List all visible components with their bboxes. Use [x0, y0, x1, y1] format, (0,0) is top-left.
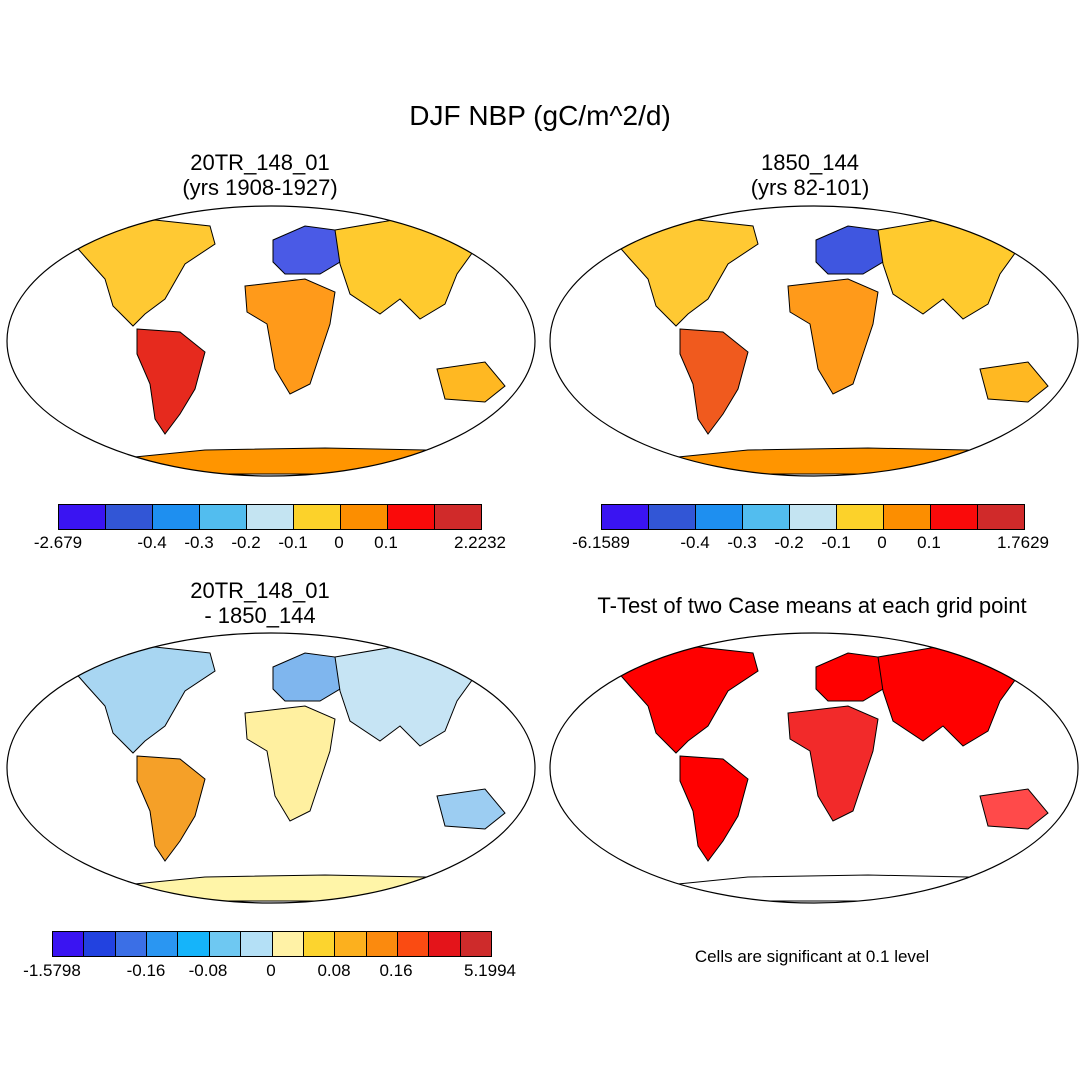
panel-2-title: 1850_144 (yrs 82-101): [660, 150, 960, 200]
colorbar-swatch: [294, 505, 341, 529]
tick-label: -0.2: [231, 533, 261, 552]
colorbar-swatch: [388, 505, 435, 529]
region-eu: [815, 652, 894, 702]
colorbar-swatch: [602, 505, 649, 529]
colorbar-swatch: [460, 932, 492, 956]
colorbar-swatch: [743, 505, 790, 529]
region-eu: [272, 652, 351, 702]
panel-3-title-line2: - 1850_144: [204, 603, 316, 628]
colorbar-swatch: [53, 932, 85, 956]
tick-label: 0.1: [374, 533, 398, 552]
tick-label: 0.08: [317, 961, 351, 980]
tick-label: -0.16: [126, 961, 166, 980]
colorbar-swatch: [241, 932, 273, 956]
map-border: [6, 632, 536, 904]
significance-note: Cells are significant at 0.1 level: [694, 947, 930, 966]
region-au: [436, 788, 506, 830]
colorbar-swatch: [790, 505, 837, 529]
region-sa: [136, 328, 206, 435]
tick-label: 0.1: [917, 533, 941, 552]
region-af: [787, 278, 879, 395]
colorbar-swatch: [178, 932, 210, 956]
panel-1-title: 20TR_148_01 (yrs 1908-1927): [110, 150, 410, 200]
tick-label: 0: [266, 961, 276, 980]
colorbar-swatch: [341, 505, 388, 529]
colorbar-swatch: [696, 505, 743, 529]
colorbar-swatch: [200, 505, 247, 529]
colorbar-ticks-panel-3: -1.5798 -0.16 -0.08 0 0.08 0.16 5.1994: [0, 961, 540, 985]
region-au: [979, 361, 1049, 403]
panel-1-title-line1: 20TR_148_01: [190, 150, 330, 175]
region-au: [436, 361, 506, 403]
colorbar-panel-2: [601, 504, 1025, 530]
tick-label: -0.3: [184, 533, 214, 552]
panel-2-title-line1: 1850_144: [761, 150, 859, 175]
colorbar-swatch: [366, 932, 398, 956]
colorbar-swatch: [209, 932, 242, 956]
map-panel-3: [6, 632, 536, 904]
panel-1-title-line2: (yrs 1908-1927): [182, 175, 338, 200]
region-sa: [679, 328, 749, 435]
region-sa: [136, 755, 206, 862]
tick-label: -0.1: [278, 533, 308, 552]
map-panel-2: [549, 205, 1079, 477]
colorbar-panel-1: [58, 504, 482, 530]
panel-4-title: T-Test of two Case means at each grid po…: [597, 593, 1027, 618]
colorbar-swatch: [429, 932, 461, 956]
colorbar-swatch: [147, 932, 179, 956]
colorbar-swatch: [837, 505, 884, 529]
figure-title: DJF NBP (gC/m^2/d): [409, 100, 671, 131]
colorbar-swatch: [84, 932, 116, 956]
colorbar-swatch: [272, 932, 304, 956]
region-af: [244, 278, 336, 395]
region-sa: [679, 755, 749, 862]
colorbar-swatch: [435, 505, 481, 529]
tick-label: 0.16: [379, 961, 413, 980]
tick-label: -0.4: [680, 533, 710, 552]
tick-label: -1.5798: [23, 961, 81, 980]
colorbar-swatch: [106, 505, 153, 529]
colorbar-swatch: [978, 505, 1024, 529]
tick-label: -0.2: [774, 533, 804, 552]
colorbar-panel-3: [52, 931, 492, 957]
colorbar-ticks-panel-2: -6.1589 -0.4 -0.3 -0.2 -0.1 0 0.1 1.7629: [540, 533, 1080, 557]
tick-label: -0.08: [188, 961, 228, 980]
colorbar-swatch: [649, 505, 696, 529]
tick-label: -6.1589: [572, 533, 630, 552]
panel-3-title-line1: 20TR_148_01: [190, 578, 330, 603]
colorbar-swatch: [931, 505, 978, 529]
region-eu: [815, 225, 894, 275]
colorbar-swatch: [397, 932, 430, 956]
tick-label: 0: [334, 533, 344, 552]
colorbar-swatch: [153, 505, 200, 529]
colorbar-swatch: [59, 505, 106, 529]
tick-label: -0.4: [137, 533, 167, 552]
colorbar-swatch: [247, 505, 294, 529]
tick-label: 5.1994: [464, 961, 516, 980]
colorbar-ticks-panel-1: -2.679 -0.4 -0.3 -0.2 -0.1 0 0.1 2.2232: [0, 533, 540, 557]
region-af: [787, 705, 879, 822]
colorbar-swatch: [115, 932, 148, 956]
tick-label: 0: [877, 533, 887, 552]
panel-3-title: 20TR_148_01 - 1850_144: [110, 578, 410, 628]
map-border: [6, 205, 536, 477]
region-af: [244, 705, 336, 822]
colorbar-swatch: [303, 932, 336, 956]
region-eu: [272, 225, 351, 275]
map-panel-1: [6, 205, 536, 477]
map-border: [549, 205, 1079, 477]
map-panel-4: [549, 632, 1079, 904]
tick-label: -0.3: [727, 533, 757, 552]
colorbar-swatch: [335, 932, 367, 956]
tick-label: -0.1: [821, 533, 851, 552]
colorbar-swatch: [884, 505, 931, 529]
map-border: [549, 632, 1079, 904]
panel-2-title-line2: (yrs 82-101): [750, 175, 870, 200]
region-au: [979, 788, 1049, 830]
tick-label: -2.679: [33, 533, 83, 552]
tick-label: 2.2232: [454, 533, 506, 552]
tick-label: 1.7629: [997, 533, 1049, 552]
